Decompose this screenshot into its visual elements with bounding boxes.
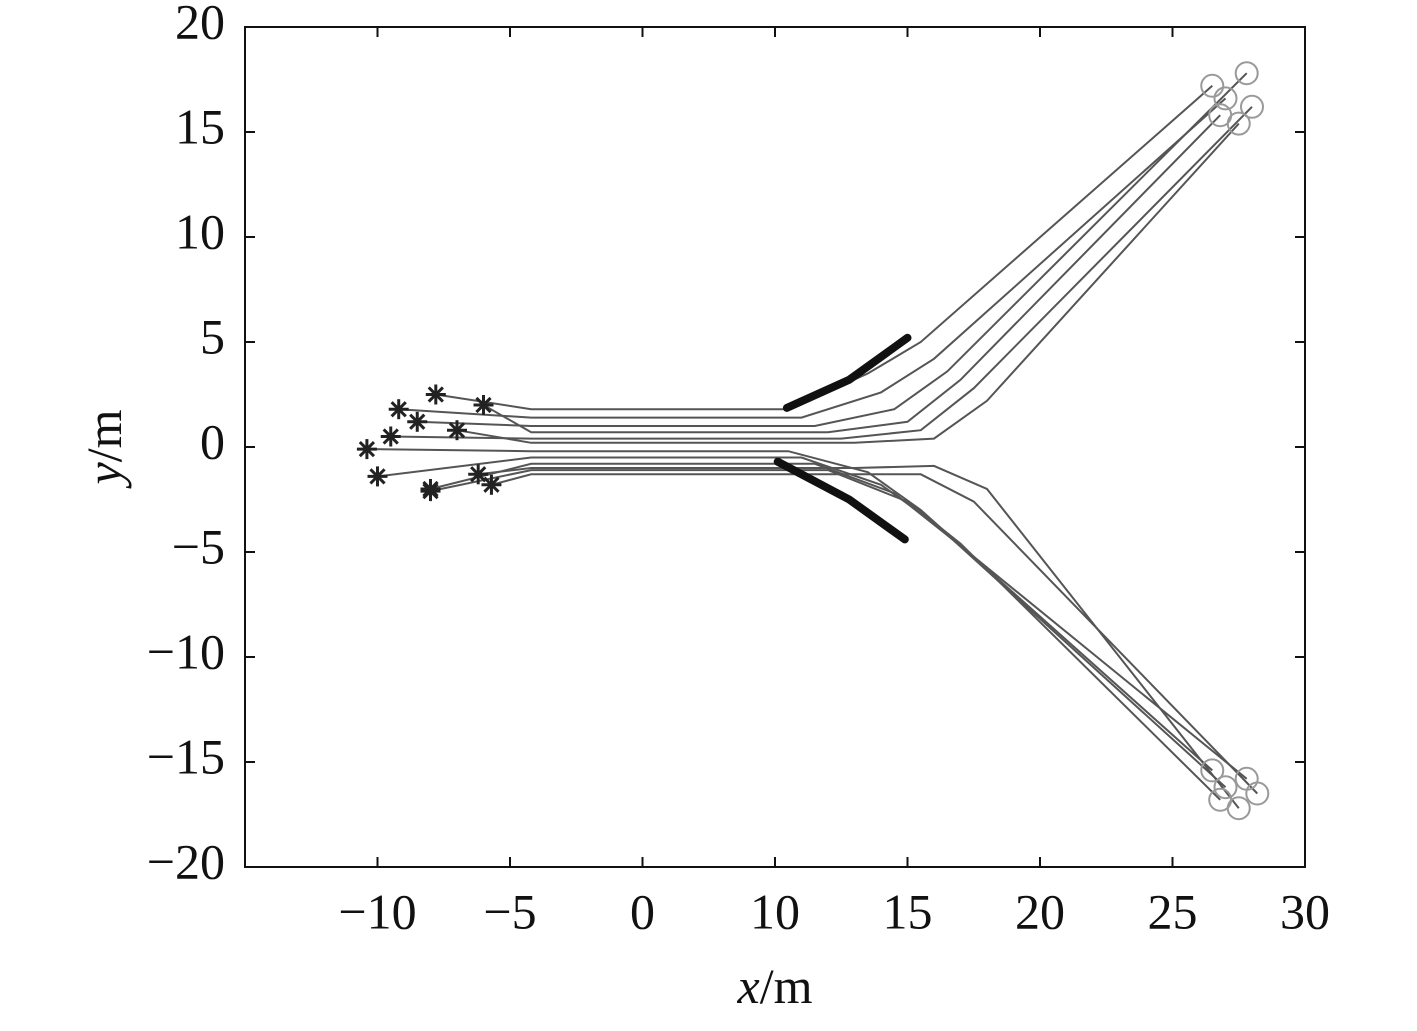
x-tick-label: 30 [1280,883,1330,939]
y-tick-label: 15 [175,98,225,154]
start-marker [468,464,489,485]
trajectory [398,97,1227,419]
x-tick-label: 20 [1015,883,1065,939]
plot-frame [244,26,1306,868]
y-tick-label: 0 [200,413,225,469]
start-marker [481,474,502,495]
y-tick-label: −10 [147,623,225,679]
asterisk-stroke [427,386,444,403]
asterisk-stroke [470,466,487,483]
end-marker [1234,61,1259,86]
trajectory [483,114,1221,434]
y-axis-label: y/m [76,409,132,489]
trajectory [377,456,1227,788]
asterisk-stroke [448,422,466,439]
start-marker [356,439,377,460]
start-marker [367,466,388,487]
trajectory [491,473,1259,795]
asterisk-stroke [422,482,439,500]
asterisk-stroke [390,401,407,418]
trajectory [478,464,1240,809]
x-tick-label: 25 [1148,883,1198,939]
y-tick-label: 10 [175,203,225,259]
end-marker [1200,73,1225,98]
x-axis-label: x/m [737,958,813,1014]
start-marker [388,399,409,420]
asterisk-stroke [475,396,492,414]
trajectory [430,469,1221,801]
trajectory [430,462,1248,780]
asterisk-stroke [382,428,399,445]
end-marker [1245,781,1270,806]
asterisk-stroke [409,413,426,430]
asterisk-stroke [483,476,500,493]
end-marker [1200,758,1225,783]
x-tick-label: 0 [630,883,655,939]
end-marker [1213,775,1238,800]
obstacle [782,333,912,412]
x-tick-label: −10 [338,883,416,939]
x-tick-label: 15 [883,883,933,939]
trajectory [366,448,1213,772]
start-marker [380,426,401,447]
trajectory [456,122,1240,444]
asterisk-stroke [369,468,386,485]
start-marker [473,395,494,415]
end-marker [1240,94,1264,119]
y-tick-label: −20 [147,833,225,889]
y-tick-label: 20 [175,0,225,49]
trajectory [417,72,1248,427]
start-marker [447,420,467,441]
start-marker [420,481,441,502]
end-marker [1213,86,1238,111]
asterisk-stroke [358,440,376,458]
x-tick-label: 10 [750,883,800,939]
y-tick-label: −5 [172,518,225,574]
x-tick-label: −5 [483,883,536,939]
y-tick-label: 5 [200,308,225,364]
end-marker [1226,111,1251,136]
end-marker [1226,796,1251,821]
obstacle [773,457,909,544]
trajectory [435,85,1213,411]
y-tick-label: −15 [147,728,225,784]
start-marker [407,411,428,432]
start-marker [425,384,446,405]
